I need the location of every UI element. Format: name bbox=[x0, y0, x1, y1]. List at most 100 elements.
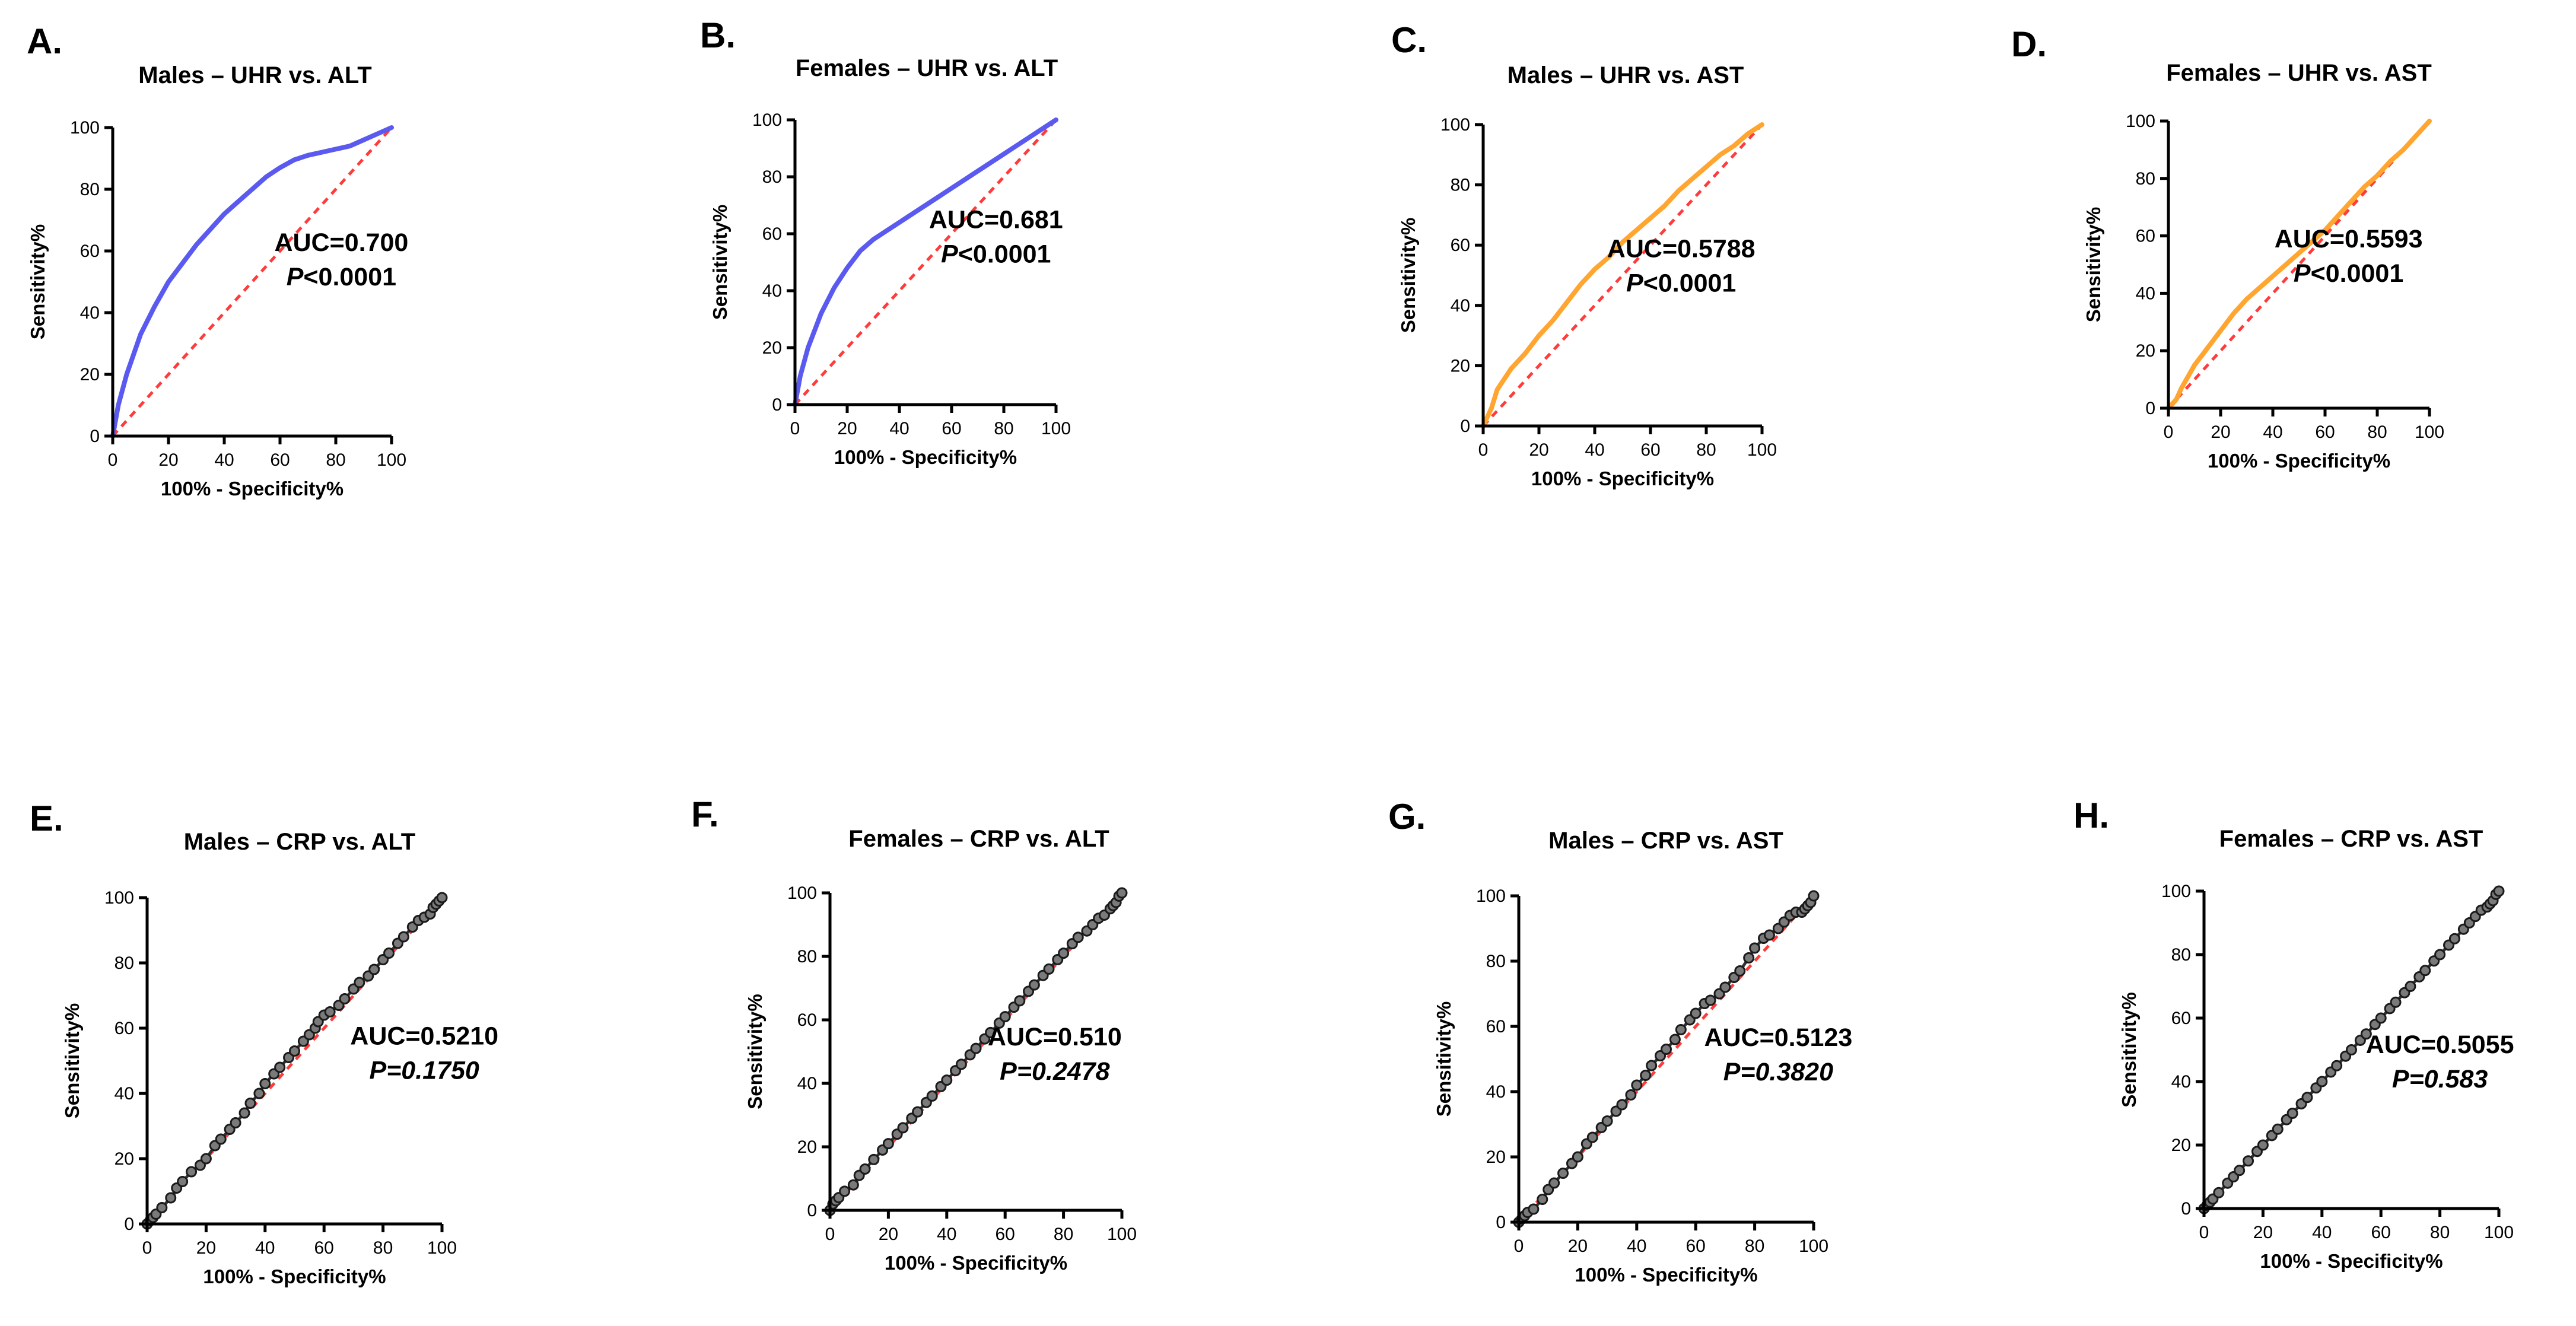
x-tick-label: 0 bbox=[825, 1225, 835, 1244]
y-tick-label: 0 bbox=[1496, 1213, 1506, 1232]
x-tick-label: 60 bbox=[270, 450, 290, 470]
roc-point bbox=[1675, 1024, 1687, 1035]
panel-letter: A. bbox=[27, 21, 62, 61]
x-tick-label: 80 bbox=[373, 1238, 393, 1258]
y-tick-label: 100 bbox=[752, 110, 782, 130]
y-tick-label: 20 bbox=[762, 338, 782, 358]
p-symbol: P=0.583 bbox=[2392, 1065, 2488, 1093]
roc-point bbox=[1808, 890, 1820, 902]
y-tick-label: 60 bbox=[762, 224, 782, 244]
x-tick-label: 0 bbox=[108, 450, 118, 470]
y-tick-label: 20 bbox=[1451, 356, 1470, 376]
panel-letter: E. bbox=[30, 799, 63, 838]
x-tick-label: 100 bbox=[1041, 419, 1071, 438]
roc-point bbox=[941, 1074, 953, 1086]
y-tick-label: 60 bbox=[797, 1010, 817, 1030]
x-tick-label: 60 bbox=[942, 419, 961, 438]
chart-title: Males – CRP vs. ALT bbox=[184, 829, 416, 855]
roc-point bbox=[1631, 1079, 1643, 1091]
roc-point bbox=[238, 1107, 250, 1119]
y-tick-label: 20 bbox=[80, 365, 100, 384]
x-tick-label: 60 bbox=[2371, 1223, 2391, 1242]
x-tick-label: 40 bbox=[2312, 1223, 2332, 1242]
roc-point bbox=[2286, 1108, 2298, 1119]
chart-title: Females – UHR vs. ALT bbox=[796, 55, 1058, 81]
p-symbol: P=0.3820 bbox=[1723, 1058, 1833, 1086]
x-tick-label: 40 bbox=[2263, 422, 2282, 442]
roc-point bbox=[186, 1166, 198, 1178]
roc-point bbox=[165, 1192, 177, 1204]
y-tick-label: 80 bbox=[2171, 945, 2191, 965]
x-tick-label: 20 bbox=[1529, 440, 1548, 460]
panel-letter: F. bbox=[691, 794, 719, 834]
roc-point bbox=[2360, 1028, 2372, 1040]
p-value: <0.0001 bbox=[958, 240, 1051, 268]
roc-point bbox=[1646, 1060, 1658, 1071]
p-value-annotation: P<0.0001 bbox=[287, 263, 396, 291]
roc-point bbox=[2419, 965, 2431, 977]
y-tick-label: 20 bbox=[115, 1149, 134, 1169]
y-tick-label: 20 bbox=[797, 1137, 817, 1157]
x-tick-label: 100 bbox=[427, 1238, 457, 1258]
x-tick-label: 20 bbox=[879, 1225, 898, 1244]
roc-point bbox=[1743, 952, 1755, 964]
y-tick-label: 0 bbox=[90, 427, 100, 446]
chart-title: Females – CRP vs. AST bbox=[2219, 826, 2483, 852]
panel-letter: D. bbox=[2011, 24, 2047, 64]
roc-point bbox=[2316, 1076, 2328, 1087]
roc-point bbox=[2434, 949, 2446, 961]
x-tick-label: 60 bbox=[2315, 422, 2335, 442]
y-tick-label: 100 bbox=[104, 888, 134, 908]
roc-point bbox=[1116, 887, 1128, 899]
roc-point bbox=[1661, 1044, 1672, 1055]
roc-point bbox=[1734, 965, 1746, 977]
panel-e: E. Males – CRP vs. ALT 0 20 40 60 80 100 0 20 40 60… bbox=[30, 799, 498, 1287]
x-axis-title: 100% - Specificity% bbox=[885, 1252, 1067, 1274]
roc-point bbox=[970, 1042, 982, 1054]
roc-point bbox=[897, 1122, 909, 1134]
reference-line bbox=[1482, 123, 1763, 427]
roc-point bbox=[926, 1090, 938, 1102]
y-tick-label: 80 bbox=[1451, 176, 1470, 195]
y-tick-label: 100 bbox=[1440, 115, 1470, 135]
panel-b: B. Females – UHR vs. ALT 0 20 40 60 80 100 0 20 40… bbox=[700, 15, 1071, 468]
p-symbol: P=0.1750 bbox=[370, 1057, 479, 1085]
x-tick-label: 60 bbox=[314, 1238, 334, 1258]
x-tick-label: 40 bbox=[889, 419, 909, 438]
roc-point bbox=[2375, 1012, 2387, 1024]
roc-point bbox=[1669, 1034, 1681, 1045]
roc-point bbox=[1625, 1089, 1637, 1101]
x-tick-label: 60 bbox=[996, 1225, 1015, 1244]
roc-point bbox=[289, 1045, 300, 1057]
x-tick-label: 0 bbox=[142, 1238, 152, 1258]
y-axis-title: Sensitivity% bbox=[2082, 207, 2104, 322]
roc-point bbox=[2405, 981, 2416, 992]
y-tick-label: 0 bbox=[2145, 399, 2155, 418]
x-axis-title: 100% - Specificity% bbox=[2208, 450, 2390, 472]
roc-point bbox=[177, 1176, 189, 1187]
p-value-annotation: P<0.0001 bbox=[2294, 259, 2403, 288]
panel-letter: G. bbox=[1388, 797, 1426, 837]
roc-point bbox=[2257, 1139, 2269, 1151]
roc-point bbox=[1690, 1007, 1702, 1019]
x-tick-label: 0 bbox=[1514, 1236, 1524, 1256]
x-tick-label: 40 bbox=[1627, 1236, 1646, 1256]
x-tick-label: 40 bbox=[1585, 440, 1604, 460]
auc-annotation: AUC=0.681 bbox=[929, 205, 1063, 234]
roc-point bbox=[2390, 996, 2402, 1008]
roc-point bbox=[2243, 1155, 2254, 1167]
x-tick-label: 60 bbox=[1640, 440, 1660, 460]
roc-point bbox=[1749, 942, 1761, 954]
roc-point bbox=[1616, 1099, 1628, 1111]
roc-point bbox=[230, 1117, 241, 1128]
x-tick-label: 0 bbox=[790, 419, 800, 438]
roc-point bbox=[912, 1106, 924, 1118]
reference-line bbox=[1518, 895, 1815, 1223]
y-axis-title: Sensitivity% bbox=[2118, 992, 2140, 1107]
roc-point bbox=[259, 1078, 271, 1089]
auc-annotation: AUC=0.700 bbox=[274, 228, 408, 257]
auc-annotation: AUC=0.510 bbox=[988, 1023, 1122, 1051]
y-tick-label: 20 bbox=[2136, 341, 2155, 361]
roc-point bbox=[1537, 1194, 1548, 1205]
p-value: <0.0001 bbox=[2311, 259, 2404, 288]
